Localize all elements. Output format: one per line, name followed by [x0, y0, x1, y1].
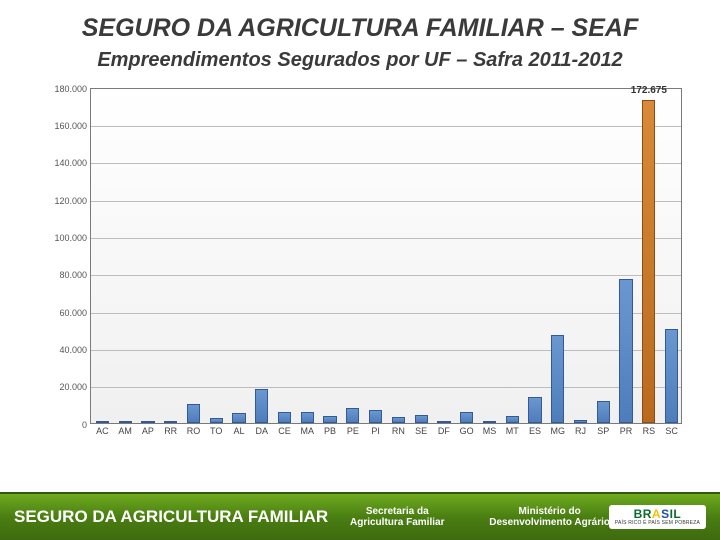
bar	[551, 335, 564, 423]
bar	[642, 100, 655, 422]
bar	[164, 421, 177, 423]
x-axis-label: DA	[256, 426, 269, 436]
y-axis-label: 180.000	[54, 84, 87, 94]
x-axis-label: TO	[210, 426, 222, 436]
bar	[528, 397, 541, 423]
y-axis-label: 100.000	[54, 233, 87, 243]
y-axis-label: 0	[82, 420, 87, 430]
y-axis-label: 140.000	[54, 158, 87, 168]
bar	[255, 389, 268, 423]
footer-secretaria-line1: Secretaria da	[350, 506, 444, 518]
bar-annotation: 172.675	[631, 85, 667, 96]
footer-bar: SEGURO DA AGRICULTURA FAMILIAR Secretari…	[0, 492, 720, 540]
x-axis-label: RR	[164, 426, 177, 436]
x-axis-label: CE	[278, 426, 291, 436]
bar	[415, 415, 428, 422]
x-axis-label: MS	[483, 426, 497, 436]
gridline	[91, 163, 681, 164]
main-title: SEGURO DA AGRICULTURA FAMILIAR – SEAF	[30, 14, 690, 43]
x-axis-label: RJ	[575, 426, 586, 436]
bar	[96, 421, 109, 423]
x-axis-label: PR	[620, 426, 633, 436]
x-axis-label: RN	[392, 426, 405, 436]
bar	[619, 279, 632, 423]
x-axis-label: SP	[597, 426, 609, 436]
gridline	[91, 275, 681, 276]
bar	[574, 420, 587, 423]
footer-secretaria-line2: Agricultura Familiar	[350, 517, 444, 529]
y-axis-label: 60.000	[59, 308, 87, 318]
gridline	[91, 126, 681, 127]
x-axis-label: MT	[506, 426, 519, 436]
bar	[346, 408, 359, 423]
x-axis-label: GO	[460, 426, 474, 436]
bar	[460, 412, 473, 422]
x-axis-label: SE	[415, 426, 427, 436]
bar	[483, 421, 496, 423]
x-axis-label: DF	[438, 426, 450, 436]
footer-secretaria: Secretaria da Agricultura Familiar	[350, 506, 444, 529]
x-axis-label: AP	[142, 426, 154, 436]
y-axis-label: 120.000	[54, 196, 87, 206]
x-axis-label: SC	[665, 426, 678, 436]
x-axis-label: PB	[324, 426, 336, 436]
bar	[141, 421, 154, 423]
gridline	[91, 350, 681, 351]
subtitle: Empreendimentos Segurados por UF – Safra…	[30, 49, 690, 72]
y-axis-label: 20.000	[59, 382, 87, 392]
bar	[392, 417, 405, 423]
x-axis-label: AL	[233, 426, 244, 436]
bar	[301, 412, 314, 423]
y-axis-label: 40.000	[59, 345, 87, 355]
plot-area: 020.00040.00060.00080.000100.000120.0001…	[90, 88, 682, 424]
brasil-logo-sub: PAÍS RICO É PAÍS SEM POBREZA	[615, 520, 700, 526]
gridline	[91, 201, 681, 202]
bar	[665, 329, 678, 422]
title-block: SEGURO DA AGRICULTURA FAMILIAR – SEAF Em…	[0, 0, 720, 76]
y-axis-label: 160.000	[54, 121, 87, 131]
chart-container: 0 20.000 40.000 60.000 80.000 100.000 120.000 1…	[0, 76, 720, 492]
bar	[369, 410, 382, 423]
x-axis-label: RS	[643, 426, 656, 436]
footer-ministerio-line1: Ministério do	[489, 506, 610, 518]
x-axis-label: AM	[118, 426, 132, 436]
x-axis-label: PI	[371, 426, 380, 436]
bar	[597, 401, 610, 422]
footer-ministries: Secretaria da Agricultura Familiar Minis…	[350, 494, 610, 540]
bar	[506, 416, 519, 423]
x-axis-label: MG	[551, 426, 566, 436]
bar	[323, 416, 336, 423]
bar	[278, 412, 291, 422]
footer-ministerio-line2: Desenvolvimento Agrário	[489, 517, 610, 529]
chart-area: 0 20.000 40.000 60.000 80.000 100.000 120.000 1…	[46, 82, 686, 442]
gridline	[91, 238, 681, 239]
x-axis-label: RO	[187, 426, 201, 436]
brasil-logo-word: BRASIL	[634, 508, 682, 520]
bar	[437, 421, 450, 423]
footer-ministerio: Ministério do Desenvolvimento Agrário	[489, 506, 610, 529]
bar	[187, 404, 200, 423]
footer-program-name: SEGURO DA AGRICULTURA FAMILIAR	[14, 507, 328, 527]
bar	[119, 421, 132, 423]
gridline	[91, 387, 681, 388]
brasil-logo: BRASIL PAÍS RICO É PAÍS SEM POBREZA	[609, 505, 706, 529]
x-axis-label: ES	[529, 426, 541, 436]
gridline	[91, 313, 681, 314]
bar	[210, 418, 223, 423]
bar	[232, 413, 245, 422]
x-axis-label: PE	[347, 426, 359, 436]
y-axis-label: 80.000	[59, 270, 87, 280]
x-axis-label: MA	[301, 426, 315, 436]
x-axis-label: AC	[96, 426, 109, 436]
